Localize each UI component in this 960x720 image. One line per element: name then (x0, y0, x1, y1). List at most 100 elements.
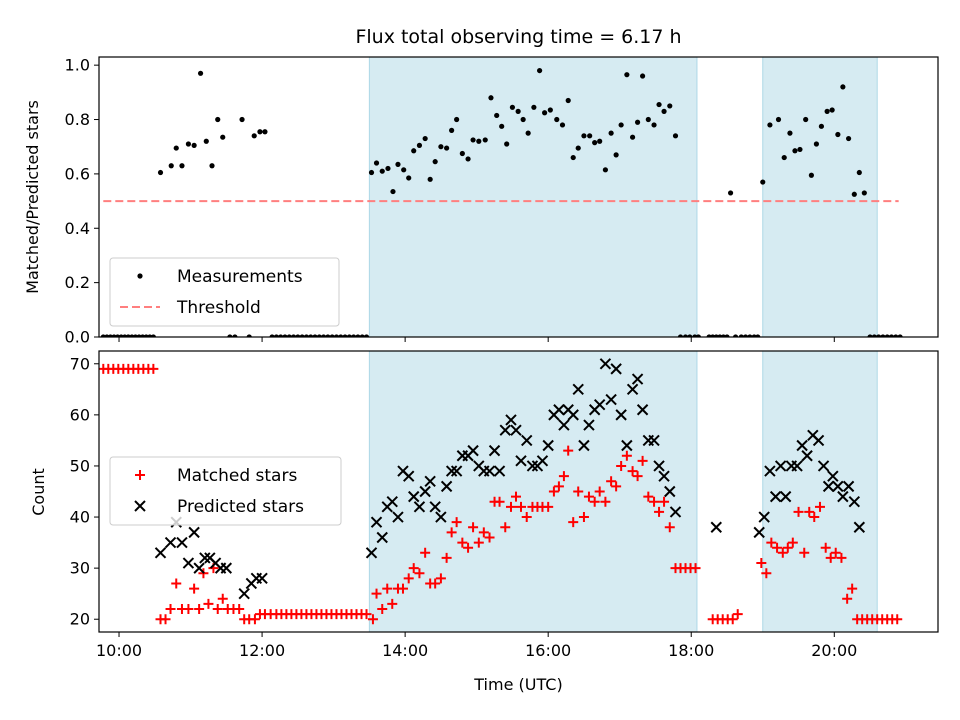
data-point (457, 537, 468, 548)
data-point (191, 142, 197, 148)
data-point (470, 137, 476, 143)
data-point (649, 496, 660, 507)
data-point (563, 445, 574, 456)
data-point (238, 587, 250, 600)
data-point (179, 163, 185, 169)
data-point (758, 511, 770, 523)
data-point (494, 496, 505, 507)
data-point (467, 444, 479, 457)
data-point (606, 476, 617, 487)
data-point (578, 439, 590, 452)
data-point (390, 188, 396, 195)
data-point (510, 424, 522, 436)
data-point (570, 154, 576, 161)
data-point (303, 334, 310, 337)
data-point (521, 434, 533, 447)
data-point (710, 521, 722, 533)
data-point (547, 107, 553, 113)
data-point (376, 531, 388, 544)
data-point (397, 583, 408, 594)
x-tick-label: 14:00 (382, 641, 428, 660)
data-point (488, 444, 501, 457)
data-point (892, 614, 903, 625)
legend-counts: Matched stars Predicted stars (109, 456, 342, 526)
data-point (613, 152, 619, 158)
data-point (173, 145, 179, 151)
data-point (542, 439, 554, 452)
data-point (427, 176, 433, 182)
y-tick-label: 0.8 (65, 110, 90, 129)
data-point (251, 133, 257, 139)
y-tick-label: 60 (70, 405, 90, 424)
data-point (829, 107, 835, 113)
data-point (880, 334, 886, 337)
y-tick-label: 0.0 (65, 328, 90, 347)
data-point (825, 552, 836, 563)
data-point (611, 481, 622, 492)
data-point (171, 578, 182, 589)
data-point (558, 419, 570, 431)
data-point (687, 334, 693, 337)
data-point (583, 491, 594, 502)
x-axis-label: Time (UTC) (473, 675, 562, 694)
data-point (515, 108, 521, 114)
data-point (449, 127, 455, 133)
data-point (478, 527, 489, 538)
data-point (209, 163, 215, 169)
data-point (669, 506, 682, 518)
data-point (664, 485, 676, 498)
data-point (814, 501, 825, 512)
data-point (732, 609, 743, 620)
data-point (403, 470, 415, 482)
y-axis-label-count: Count (29, 468, 48, 516)
data-point (804, 506, 815, 517)
data-point (592, 140, 598, 146)
data-point (370, 516, 383, 528)
data-point (787, 130, 793, 136)
data-point (639, 73, 646, 79)
data-point (435, 573, 446, 584)
data-point (521, 512, 532, 523)
data-point (278, 334, 284, 337)
data-point (554, 116, 560, 123)
data-point (667, 103, 673, 109)
data-point (856, 169, 862, 176)
data-point (282, 334, 288, 337)
axes-frame-ratio (98, 56, 939, 338)
data-point (553, 404, 565, 416)
data-point (827, 470, 839, 482)
data-point (861, 190, 867, 196)
data-point (355, 334, 361, 337)
x-tick-label: 18:00 (668, 641, 714, 660)
data-point (257, 129, 263, 135)
data-point (797, 146, 803, 153)
legend-box (109, 456, 342, 526)
data-point (232, 334, 238, 337)
data-point (658, 470, 670, 482)
data-point (386, 496, 398, 508)
data-point (631, 373, 644, 385)
data-point (505, 501, 516, 512)
legend-label: Threshold (176, 298, 261, 318)
data-point (836, 552, 847, 563)
panel-ratio: 0.0 0.2 0.4 0.6 0.8 1.0 Measurements Threshold (65, 56, 939, 347)
data-point (796, 439, 808, 452)
data-point (215, 116, 221, 123)
data-point (812, 434, 825, 447)
data-point (368, 169, 375, 176)
data-point (451, 517, 462, 528)
data-point (212, 604, 223, 615)
legend-box (109, 257, 340, 327)
data-point (220, 562, 233, 574)
data-point (842, 480, 855, 493)
data-point (767, 122, 773, 128)
data-point (888, 334, 895, 337)
data-point (792, 148, 798, 154)
legend-swatch (135, 470, 145, 480)
data-point (459, 150, 465, 157)
data-point (621, 439, 633, 452)
legend-ratio: Measurements Threshold (109, 257, 340, 327)
data-point (504, 141, 510, 147)
data-point (499, 424, 511, 436)
data-point (168, 163, 174, 169)
